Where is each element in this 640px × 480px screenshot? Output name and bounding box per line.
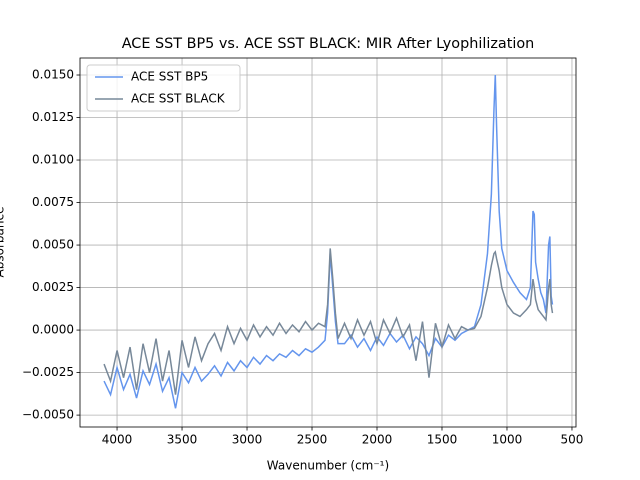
plot-lines bbox=[103, 74, 554, 409]
x-tick-label: 500 bbox=[561, 433, 584, 447]
x-axis-label: Wavenumber (cm⁻¹) bbox=[267, 459, 389, 473]
legend-label: ACE SST BP5 bbox=[131, 70, 208, 84]
y-tick-label: 0.0050 bbox=[32, 238, 74, 252]
legend: ACE SST BP5 ACE SST BLACK bbox=[86, 64, 241, 112]
y-tick-label: 0.0025 bbox=[32, 280, 74, 294]
series-line bbox=[103, 248, 554, 395]
legend-label: ACE SST BLACK bbox=[131, 92, 226, 106]
x-tick-label: 3500 bbox=[167, 433, 198, 447]
x-tick-label: 1000 bbox=[492, 433, 523, 447]
legend-box bbox=[86, 64, 241, 112]
series-line bbox=[103, 74, 554, 409]
y-tick-label: 0.0100 bbox=[32, 153, 74, 167]
chart-title: ACE SST BP5 vs. ACE SST BLACK: MIR After… bbox=[122, 36, 535, 52]
x-tick-label: 2500 bbox=[297, 433, 328, 447]
y-axis-label: Absorbance bbox=[0, 207, 7, 278]
y-tick-label: 0.0125 bbox=[32, 110, 74, 124]
y-tick-label: 0.0075 bbox=[32, 195, 74, 209]
y-tick-label: −0.0025 bbox=[22, 365, 74, 379]
y-tick-label: −0.0050 bbox=[22, 408, 74, 422]
plot-frame bbox=[79, 57, 577, 428]
y-tick-label: 0.0000 bbox=[32, 323, 74, 337]
x-tick-label: 2000 bbox=[362, 433, 393, 447]
x-tick-label: 4000 bbox=[102, 433, 133, 447]
y-tick-label: 0.0150 bbox=[32, 68, 74, 82]
x-tick-label: 3000 bbox=[232, 433, 263, 447]
x-tick-label: 1500 bbox=[427, 433, 458, 447]
